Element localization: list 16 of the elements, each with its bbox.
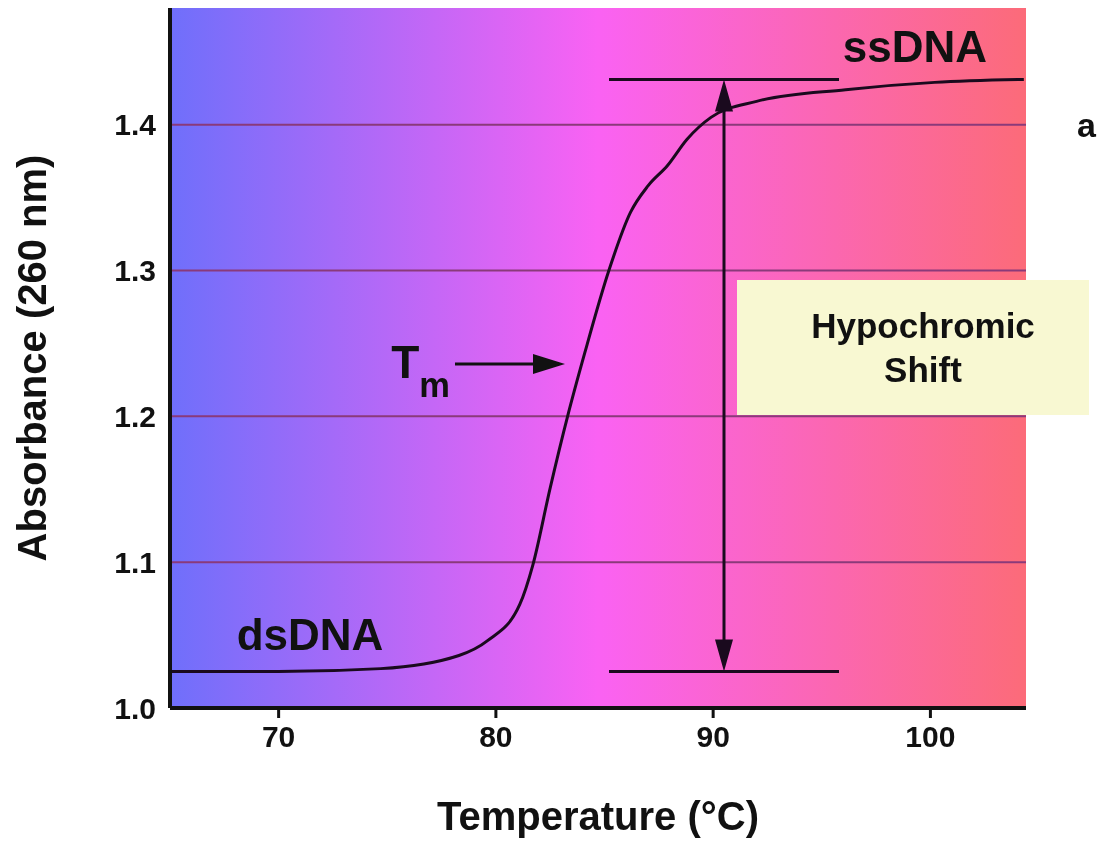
x-tick-label: 80 [479, 720, 513, 754]
y-tick-label: 1.4 [114, 108, 157, 142]
text: a [1077, 106, 1096, 145]
y-tick-label: 1.2 [114, 399, 156, 433]
y-tick-label: 1.1 [114, 545, 156, 579]
annotation: dsDNA [236, 610, 384, 659]
y-axis-title: Absorbance (260 nm) [10, 154, 55, 562]
y-tick-label: 1.3 [114, 254, 156, 288]
x-tick-label: 90 [696, 720, 730, 754]
annotation: ssDNA [842, 22, 988, 71]
annotation: T$_{m}$ [391, 336, 450, 404]
x-tick-label: 70 [261, 720, 296, 754]
y-tick-label: 1.0 [114, 691, 156, 725]
x-tick-label: 100 [905, 720, 956, 754]
x-axis-title: Temperature (°C) [437, 794, 759, 838]
annotation: Hypochromic Shift [810, 305, 1036, 391]
